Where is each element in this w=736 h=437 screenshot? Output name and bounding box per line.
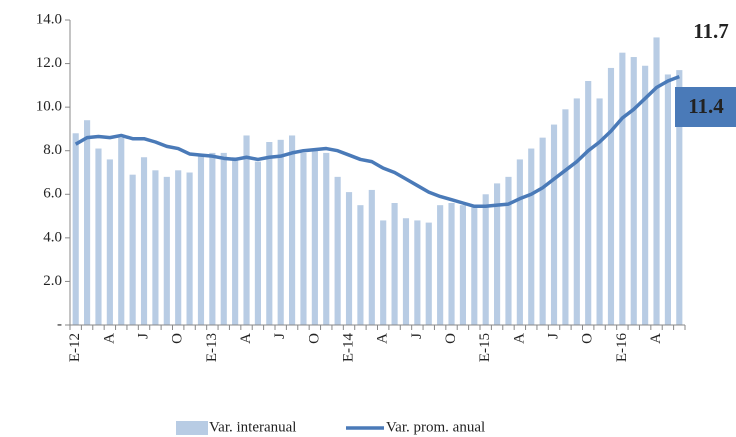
- bar: [106, 159, 113, 325]
- bar: [84, 120, 91, 325]
- bar: [380, 220, 387, 325]
- x-tick-label: E-15: [477, 333, 493, 362]
- bar: [676, 70, 683, 325]
- legend-label: Var. prom. anual: [386, 419, 485, 435]
- x-tick-label: O: [170, 333, 186, 344]
- legend-label: Var. interanual: [209, 419, 296, 435]
- x-tick-label: E-13: [204, 333, 220, 362]
- bar: [550, 124, 558, 325]
- bar: [140, 157, 148, 325]
- bar: [118, 137, 125, 325]
- bar: [664, 74, 671, 325]
- y-tick-label: 2.0: [43, 273, 62, 289]
- x-tick-label: A: [511, 333, 527, 344]
- bar: [459, 205, 466, 325]
- x-tick-label: A: [648, 333, 664, 344]
- bar: [334, 176, 341, 325]
- bar: [232, 157, 239, 325]
- bar: [163, 176, 170, 325]
- x-tick-label: J: [135, 333, 151, 339]
- bar: [573, 98, 580, 325]
- y-tick-label: 4.0: [43, 229, 62, 245]
- bar: [277, 139, 284, 325]
- legend-swatch: [176, 421, 208, 435]
- bar: [220, 152, 227, 325]
- value-label: 11.7: [693, 19, 729, 43]
- y-tick-label: -: [57, 316, 62, 332]
- x-tick-label: O: [306, 333, 322, 344]
- bar: [505, 176, 512, 325]
- bar: [482, 194, 489, 325]
- bar: [186, 172, 193, 325]
- x-tick-label: A: [375, 333, 391, 344]
- bar: [197, 155, 205, 325]
- bar: [607, 67, 615, 325]
- x-tick-label: E-14: [340, 333, 356, 363]
- x-tick-label: O: [580, 333, 596, 344]
- bar: [254, 161, 261, 325]
- y-tick-label: 14.0: [36, 11, 62, 27]
- x-tick-label: J: [272, 333, 288, 339]
- x-tick-label: A: [238, 333, 254, 344]
- bar: [448, 203, 455, 325]
- bar: [129, 174, 136, 325]
- bar: [391, 203, 398, 325]
- bar: [243, 135, 250, 325]
- bar: [471, 207, 478, 325]
- bar: [323, 152, 330, 325]
- line: [74, 75, 680, 209]
- bar: [585, 81, 592, 325]
- bar: [300, 152, 307, 325]
- bar: [539, 137, 546, 325]
- x-tick-label: J: [409, 333, 425, 339]
- bar: [425, 222, 432, 325]
- x-tick-label: O: [443, 333, 459, 344]
- x-tick-label: A: [101, 333, 117, 344]
- bar: [528, 148, 535, 325]
- y-tick-label: 8.0: [43, 142, 62, 158]
- bar: [630, 57, 637, 326]
- bar: [368, 189, 375, 325]
- bar: [289, 135, 296, 325]
- bar: [345, 192, 353, 325]
- bar: [642, 65, 649, 325]
- bar: [175, 170, 182, 325]
- bar: [72, 133, 79, 325]
- value-label-box: [675, 87, 736, 127]
- bar: [152, 170, 159, 325]
- bar: [414, 220, 421, 325]
- y-tick-label: 6.0: [43, 186, 62, 202]
- bar: [95, 148, 102, 325]
- bar: [357, 205, 364, 325]
- y-tick-label: 10.0: [36, 99, 62, 115]
- x-tick-label: E-16: [614, 333, 630, 363]
- value-label: 11.4: [688, 94, 724, 118]
- bar: [516, 159, 523, 325]
- bar: [596, 98, 603, 325]
- x-tick-label: J: [545, 333, 561, 339]
- bar: [653, 37, 660, 326]
- bar: [209, 152, 216, 325]
- bar: [562, 109, 569, 325]
- bar: [311, 150, 318, 325]
- bar: [437, 205, 444, 325]
- bar: [494, 183, 501, 325]
- y-tick-label: 12.0: [36, 55, 62, 71]
- bar: [402, 218, 410, 325]
- x-tick-label: E-12: [67, 333, 83, 362]
- bar: [266, 142, 273, 325]
- bar: [619, 52, 626, 326]
